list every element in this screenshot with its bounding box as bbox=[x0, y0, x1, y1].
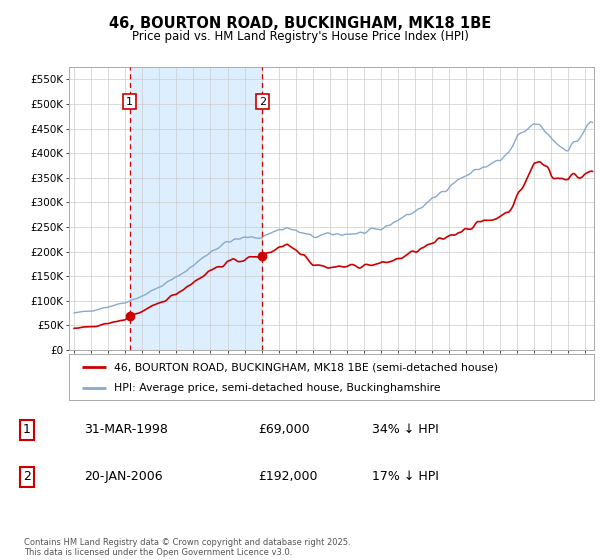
Text: 46, BOURTON ROAD, BUCKINGHAM, MK18 1BE (semi-detached house): 46, BOURTON ROAD, BUCKINGHAM, MK18 1BE (… bbox=[113, 362, 498, 372]
Bar bbox=[130, 67, 262, 350]
Text: 1: 1 bbox=[126, 97, 133, 106]
Text: 2: 2 bbox=[259, 97, 266, 106]
Text: 34% ↓ HPI: 34% ↓ HPI bbox=[372, 423, 439, 436]
Text: £69,000: £69,000 bbox=[258, 423, 310, 436]
Text: 46, BOURTON ROAD, BUCKINGHAM, MK18 1BE: 46, BOURTON ROAD, BUCKINGHAM, MK18 1BE bbox=[109, 16, 491, 31]
Text: 1: 1 bbox=[23, 423, 31, 436]
Text: Price paid vs. HM Land Registry's House Price Index (HPI): Price paid vs. HM Land Registry's House … bbox=[131, 30, 469, 43]
Text: 31-MAR-1998: 31-MAR-1998 bbox=[84, 423, 168, 436]
Text: 17% ↓ HPI: 17% ↓ HPI bbox=[372, 470, 439, 483]
Text: Contains HM Land Registry data © Crown copyright and database right 2025.
This d: Contains HM Land Registry data © Crown c… bbox=[24, 538, 350, 557]
Text: 2: 2 bbox=[23, 470, 31, 483]
Text: 20-JAN-2006: 20-JAN-2006 bbox=[84, 470, 163, 483]
Text: HPI: Average price, semi-detached house, Buckinghamshire: HPI: Average price, semi-detached house,… bbox=[113, 382, 440, 393]
Text: £192,000: £192,000 bbox=[258, 470, 317, 483]
